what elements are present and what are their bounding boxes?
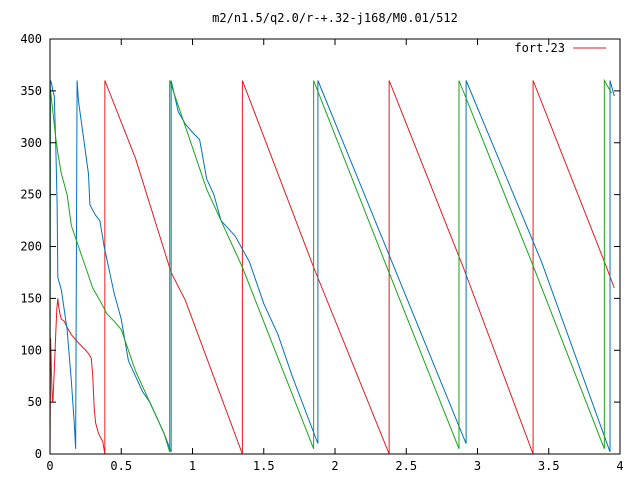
series-line-1 bbox=[49, 80, 615, 455]
series-line-2 bbox=[49, 80, 615, 455]
y-tick-label: 50 bbox=[28, 395, 42, 409]
x-tick-label: 3 bbox=[474, 459, 481, 473]
series-layer bbox=[49, 78, 615, 455]
x-tick-label: 4 bbox=[616, 459, 623, 473]
y-tick-label: 350 bbox=[20, 84, 42, 98]
y-tick-label: 100 bbox=[20, 343, 42, 357]
y-tick-label: 150 bbox=[20, 291, 42, 305]
x-tick-label: 1.5 bbox=[253, 459, 275, 473]
y-tick-label: 200 bbox=[20, 240, 42, 254]
axis-layer: 0 0.5 1 1.5 2 2.5 3 3.5 4 0 50 100 150 200 250 300 350 40… bbox=[20, 32, 623, 473]
y-tick-label: 250 bbox=[20, 188, 42, 202]
series-line-3 bbox=[49, 78, 612, 455]
x-tick-label: 0 bbox=[46, 459, 53, 473]
x-tick-label: 0.5 bbox=[110, 459, 132, 473]
x-tick-label: 1 bbox=[189, 459, 196, 473]
y-tick-label: 0 bbox=[35, 447, 42, 461]
plot-frame bbox=[49, 38, 621, 455]
x-tick-label: 2 bbox=[331, 459, 338, 473]
y-tick-label: 300 bbox=[20, 136, 42, 150]
x-tick-label: 3.5 bbox=[538, 459, 560, 473]
legend-label-fort-23: fort.23 bbox=[514, 41, 565, 55]
chart-title: m2/n1.5/q2.0/r-+.32-j168/M0.01/512 bbox=[212, 11, 458, 25]
y-tick-label: 400 bbox=[20, 32, 42, 46]
x-tick-label: 2.5 bbox=[395, 459, 417, 473]
legend: fort.23 bbox=[514, 41, 606, 55]
